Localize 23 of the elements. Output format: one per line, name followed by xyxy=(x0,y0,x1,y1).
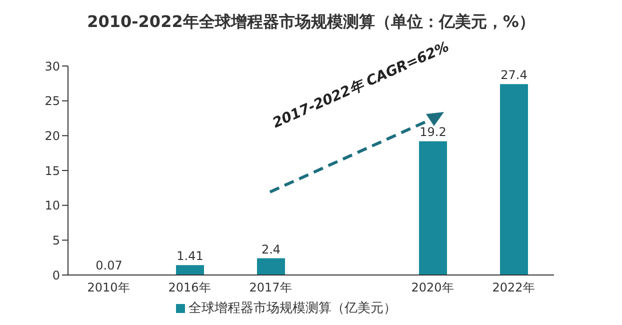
x-tick-label: 2017年 xyxy=(249,280,292,295)
y-tick-label: 20 xyxy=(44,128,60,143)
data-label: 2.4 xyxy=(261,242,281,256)
y-tick-label: 15 xyxy=(44,164,60,178)
bar xyxy=(500,84,528,275)
x-tick-label: 2016年 xyxy=(168,280,211,295)
data-label: 0.07 xyxy=(96,258,122,273)
bar xyxy=(257,258,285,275)
x-tick-label: 2020年 xyxy=(411,280,454,295)
data-label: 27.4 xyxy=(500,68,528,82)
data-label: 19.2 xyxy=(420,125,446,140)
bar xyxy=(419,141,447,275)
y-tick-label: 30 xyxy=(44,59,60,74)
chart-title: 2010-2022年全球增程器市场规模测算（单位：亿美元，%） xyxy=(87,12,535,31)
legend-label: 全球增程器市场规模测算（亿美元） xyxy=(188,301,396,316)
x-tick-label: 2022年 xyxy=(492,280,535,295)
bar xyxy=(176,265,204,275)
y-tick-label: 0 xyxy=(52,268,60,282)
y-tick-label: 5 xyxy=(52,233,60,248)
x-tick-label: 2010年 xyxy=(87,280,130,295)
data-label: 1.41 xyxy=(176,249,204,264)
y-tick-label: 10 xyxy=(44,198,60,213)
y-tick-label: 25 xyxy=(44,94,60,108)
